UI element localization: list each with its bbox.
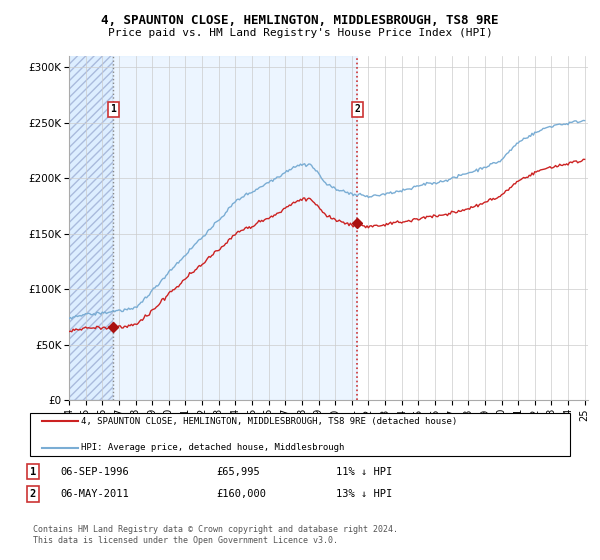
Text: 06-MAY-2011: 06-MAY-2011 — [60, 489, 129, 499]
Text: Contains HM Land Registry data © Crown copyright and database right 2024.
This d: Contains HM Land Registry data © Crown c… — [33, 525, 398, 545]
Text: 4, SPAUNTON CLOSE, HEMLINGTON, MIDDLESBROUGH, TS8 9RE: 4, SPAUNTON CLOSE, HEMLINGTON, MIDDLESBR… — [101, 14, 499, 27]
Text: Price paid vs. HM Land Registry's House Price Index (HPI): Price paid vs. HM Land Registry's House … — [107, 28, 493, 38]
Text: 13% ↓ HPI: 13% ↓ HPI — [336, 489, 392, 499]
Text: 11% ↓ HPI: 11% ↓ HPI — [336, 466, 392, 477]
Text: 1: 1 — [30, 466, 36, 477]
Text: £160,000: £160,000 — [216, 489, 266, 499]
Text: 4, SPAUNTON CLOSE, HEMLINGTON, MIDDLESBROUGH, TS8 9RE (detached house): 4, SPAUNTON CLOSE, HEMLINGTON, MIDDLESBR… — [81, 417, 457, 426]
Text: 2: 2 — [355, 104, 361, 114]
Text: 06-SEP-1996: 06-SEP-1996 — [60, 466, 129, 477]
Text: HPI: Average price, detached house, Middlesbrough: HPI: Average price, detached house, Midd… — [81, 444, 344, 452]
Text: 2: 2 — [30, 489, 36, 499]
Bar — [69, 45, 113, 400]
Text: 1: 1 — [110, 104, 116, 114]
Text: £65,995: £65,995 — [216, 466, 260, 477]
Bar — [113, 56, 358, 400]
